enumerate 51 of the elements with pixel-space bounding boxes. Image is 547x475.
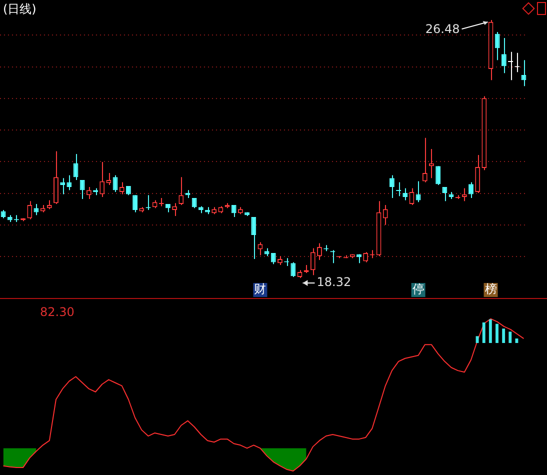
annotation: 18.32 — [316, 275, 352, 290]
bar — [515, 338, 518, 343]
candlestick — [100, 161, 105, 198]
candlestick — [317, 242, 322, 260]
candlestick — [310, 248, 316, 276]
candlestick — [119, 182, 124, 195]
text: 停 — [412, 282, 424, 296]
bar — [476, 336, 479, 343]
annotation: 82.30 — [40, 305, 74, 320]
chart-title: (日线) — [3, 2, 36, 16]
candlestick — [231, 204, 236, 218]
candlestick — [132, 194, 138, 213]
candlestick — [258, 242, 263, 256]
candlestick — [178, 176, 184, 206]
bar — [488, 319, 492, 343]
candlestick — [494, 32, 500, 61]
candlestick — [396, 182, 402, 197]
candlestick — [501, 38, 506, 74]
candlestick — [422, 137, 428, 183]
candlestick — [409, 188, 414, 206]
candlestick — [251, 216, 256, 260]
candlestick — [80, 179, 85, 200]
candlestick — [270, 252, 276, 265]
annotation: 26.48 — [425, 22, 460, 36]
candlestick — [86, 186, 92, 200]
bar — [508, 332, 512, 343]
candlestick — [112, 174, 118, 192]
candlestick — [402, 188, 408, 201]
text: 财 — [254, 282, 266, 296]
candlestick — [60, 178, 66, 195]
candlestick — [389, 174, 394, 199]
text: 榜 — [484, 282, 497, 296]
candlestick — [436, 166, 441, 186]
candlestick — [468, 182, 474, 199]
candlestick — [172, 202, 178, 217]
bar — [482, 322, 486, 343]
candlestick — [66, 174, 72, 191]
candlestick — [416, 180, 421, 203]
candlestick — [475, 154, 480, 194]
candlestick — [54, 150, 58, 205]
candlestick — [192, 198, 197, 209]
candlestick — [290, 262, 296, 278]
bar — [496, 324, 498, 343]
candlestick — [462, 188, 467, 202]
candlestick — [508, 51, 513, 81]
candlestick — [27, 200, 32, 220]
bar — [502, 328, 506, 343]
candlestick — [429, 148, 434, 179]
candlestick — [382, 204, 388, 226]
candlestick — [442, 186, 448, 202]
candlestick — [521, 60, 526, 87]
